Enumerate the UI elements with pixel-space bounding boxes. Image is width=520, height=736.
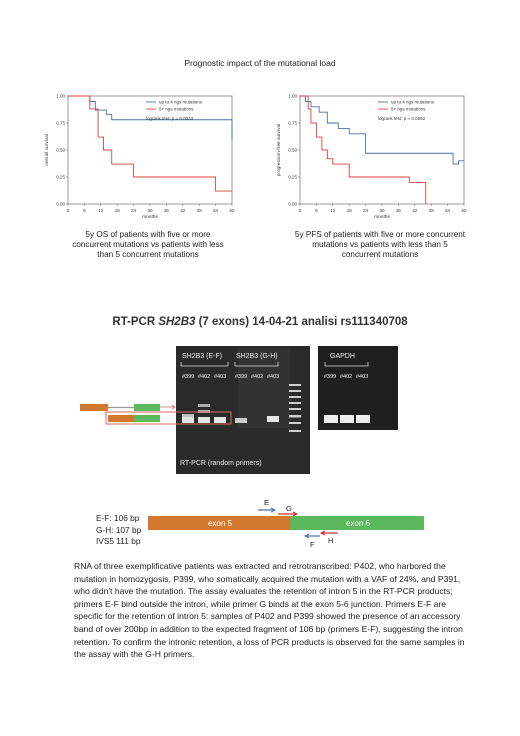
x-tick-label: 18 — [115, 208, 121, 213]
rt-title-prefix: RT-PCR — [112, 316, 159, 328]
primer-e-label: E — [264, 498, 269, 507]
lane-ef-399: #399 — [182, 374, 194, 380]
km-chart-pfs: 0 6 12 18 24 30 36 42 48 54 60 0.00 0.25 0.50 0.75 1.00… — [276, 94, 467, 221]
y-tick-label: 0.00 — [288, 202, 297, 207]
bands-gh — [235, 416, 279, 423]
x-tick-label: 24 — [363, 208, 369, 213]
transcript-exon6-spliced — [134, 415, 160, 422]
y-tick-label: 0.25 — [56, 175, 65, 180]
logrank-annotation: logrank test: p = 0.0033 — [146, 116, 194, 121]
y-tick-label: 0.75 — [56, 121, 65, 126]
x-tick-label: 36 — [164, 208, 170, 213]
series-line-2 — [300, 95, 427, 204]
bands-gapdh — [324, 415, 370, 423]
x-tick-label: 30 — [379, 208, 385, 213]
series-line-1 — [300, 95, 464, 165]
x-tick-label: 30 — [147, 208, 153, 213]
transcript-exon5-retained — [80, 404, 108, 411]
y-axis-label: overall survival — [44, 134, 50, 166]
dna-ladder — [289, 384, 301, 432]
primer-h-label: H — [328, 536, 333, 545]
exon-schematic: exon 5 exon 6 E G F H — [148, 498, 424, 549]
x-tick-label: 36 — [396, 208, 402, 213]
lane-gh-402: #402 — [251, 374, 263, 380]
caption-pfs: 5y PFS of patients with five or more con… — [294, 230, 466, 259]
x-axis-label: months — [374, 214, 390, 220]
lane-gapdh-403: #403 — [356, 374, 368, 380]
highlight-box — [105, 411, 232, 425]
series-line-2 — [68, 95, 232, 192]
gel-label-gh: SH2B3 (G-H) — [236, 353, 278, 360]
y-tick-label: 1.00 — [288, 94, 297, 99]
lane-gh-399: #399 — [235, 374, 247, 380]
x-tick-label: 12 — [330, 208, 336, 213]
lane-gh-403: #403 — [267, 374, 279, 380]
x-tick-label: 54 — [213, 208, 219, 213]
km-chart-os: 0 6 12 18 24 30 36 42 48 54 60 0.00 0.25 0.50 0.75 1.00… — [44, 94, 235, 221]
x-tick-label: 0 — [67, 208, 70, 213]
rt-title-suffix: (7 exons) 14-04-21 analisi rs111340708 — [195, 316, 408, 328]
y-tick-label: 0.75 — [288, 121, 297, 126]
x-tick-label: 60 — [229, 208, 235, 213]
size-gh: G-H: 107 bp — [96, 524, 142, 535]
x-tick-label: 0 — [299, 208, 302, 213]
primer-g-label: G — [286, 504, 292, 513]
description-paragraph: RNA of three exemplificative patients wa… — [74, 561, 465, 660]
primer-f-label: F — [310, 540, 315, 549]
page-title: Prognostic impact of the mutational load — [184, 58, 336, 68]
legend-label: 5+ ngs mutations — [391, 107, 426, 112]
rt-title-gene: SH2B3 — [158, 316, 196, 328]
y-tick-label: 0.00 — [56, 202, 65, 207]
exon5-label: exon 5 — [208, 519, 233, 528]
legend-label: 5+ ngs mutations — [159, 107, 194, 112]
x-tick-label: 42 — [180, 208, 186, 213]
transcript-exon6-retained — [134, 404, 160, 411]
x-tick-label: 54 — [445, 208, 451, 213]
x-tick-label: 6 — [83, 208, 86, 213]
gel-bottom-label: RT-PCR (random primers) — [180, 460, 262, 467]
x-tick-label: 42 — [412, 208, 418, 213]
amplicon-sizes: E-F: 106 bp G-H: 107 bp IVS5 111 bp — [96, 513, 141, 548]
y-tick-label: 1.00 — [56, 94, 65, 99]
transcript-exon5-spliced — [108, 415, 134, 422]
x-tick-label: 48 — [429, 208, 435, 213]
gel-label-ef: SH2B3 (E-F) — [182, 353, 222, 360]
x-tick-label: 48 — [197, 208, 203, 213]
size-ef: E-F: 106 bp — [96, 513, 140, 523]
x-axis-label: months — [142, 214, 158, 220]
y-tick-label: 0.50 — [56, 148, 65, 153]
x-tick-label: 6 — [315, 208, 318, 213]
y-tick-label: 0.50 — [288, 148, 297, 153]
lane-ef-402: #402 — [198, 374, 210, 380]
legend-label: up to 4 ngs mutations — [159, 100, 203, 105]
x-tick-label: 60 — [461, 208, 467, 213]
exon6-label: exon 6 — [346, 519, 371, 528]
y-axis-label: progression-free survival — [276, 124, 282, 177]
logrank-annotation: logrank test: p = 0.0652 — [378, 116, 426, 121]
lane-ef-403: #403 — [214, 374, 226, 380]
x-tick-label: 18 — [347, 208, 353, 213]
x-tick-label: 12 — [98, 208, 104, 213]
caption-os: 5y OS of patients with five or more conc… — [72, 230, 224, 259]
lane-gapdh-399: #399 — [324, 374, 336, 380]
exon5-bar — [148, 516, 290, 530]
rt-pcr-title: RT-PCR SH2B3 (7 exons) 14-04-21 analisi … — [0, 316, 520, 328]
x-tick-label: 24 — [131, 208, 137, 213]
gel-label-gapdh: GAPDH — [330, 353, 355, 360]
legend-label: up to 4 ngs mutations — [391, 100, 435, 105]
y-tick-label: 0.25 — [288, 175, 297, 180]
plot-frame — [67, 95, 233, 205]
gel-image: SH2B3 (E-F) SH2B3 (G-H) GAPDH #399 #402 … — [80, 346, 398, 474]
lane-gapdh-402: #402 — [340, 374, 352, 380]
size-ivs5: IVS5 111 bp — [96, 536, 141, 546]
exon6-bar — [290, 516, 424, 530]
